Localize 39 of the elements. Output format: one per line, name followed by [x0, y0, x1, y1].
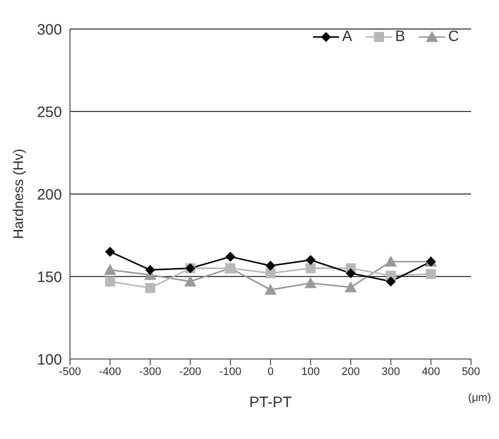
x-tick-label: 200 [342, 366, 360, 378]
point [184, 275, 196, 286]
legend-label: B [395, 28, 406, 45]
point [264, 284, 276, 295]
point [105, 246, 116, 257]
x-tick-label: -200 [179, 366, 202, 378]
point [145, 283, 156, 294]
y-tick-label: 300 [36, 21, 62, 38]
y-tick-label: 200 [36, 186, 62, 204]
x-tick-label: 300 [382, 366, 400, 378]
point [304, 277, 317, 288]
point [346, 268, 356, 278]
legend-label: A [342, 28, 352, 45]
x-tick-label: 500 [462, 366, 480, 378]
x-axis-title: PT-PT [249, 394, 292, 411]
legend-label: C [448, 28, 459, 45]
point [306, 263, 316, 274]
point [225, 252, 236, 262]
point [306, 255, 316, 265]
point [145, 264, 156, 275]
point [105, 276, 116, 286]
x-tick-label: -500 [58, 366, 82, 378]
x-tick-label: 400 [422, 366, 440, 378]
point [426, 269, 436, 280]
x-tick-label: -100 [219, 366, 242, 378]
x-tick-label: 0 [267, 366, 274, 378]
y-tick-label: 150 [36, 268, 62, 286]
text: (μm) [468, 392, 491, 404]
y-axis-title: Hardness (Hv) [10, 148, 26, 239]
point [344, 281, 357, 292]
point [266, 260, 276, 271]
point [104, 264, 116, 275]
point [266, 268, 276, 278]
x-tick-label: 100 [301, 366, 320, 378]
x-tick-label: -300 [139, 366, 162, 378]
point [386, 276, 396, 286]
y-tick-label: 250 [36, 104, 62, 121]
x-tick-label: -400 [99, 366, 122, 378]
point [384, 256, 397, 267]
